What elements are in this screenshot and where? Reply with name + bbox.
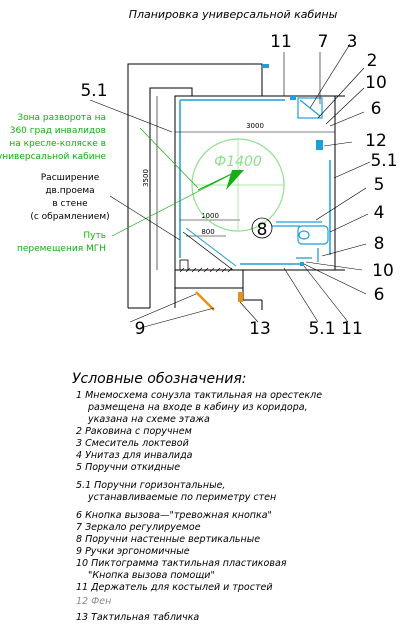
cabin-walls [127, 63, 345, 310]
center-marker [251, 217, 273, 239]
door-note: Расширение дв.проема в стене (с обрамлен… [30, 173, 109, 222]
dim-3500: 3500 [142, 169, 150, 187]
door-note-line: (с обрамлением) [30, 212, 109, 222]
dim-800: 800 [201, 228, 214, 236]
hair-dryer [316, 140, 323, 150]
legend-item: указана на схеме этажа [87, 414, 210, 425]
legend-item: 4 Унитаз для инвалида [76, 450, 193, 461]
turning-zone: Ф1400 [191, 138, 285, 232]
door-leaf [182, 227, 237, 271]
label-5-1-right: 5.1 [370, 151, 397, 171]
vertical-handrail [296, 248, 319, 262]
label-12: 12 [365, 131, 387, 151]
path-note-line: перемещения МГН [17, 244, 106, 254]
legend-item: 8 Поручни настенные вертикальные [76, 534, 260, 545]
label-11-bottom: 11 [341, 319, 363, 339]
label-6-top: 6 [371, 99, 382, 119]
door-jamb [179, 259, 189, 271]
label-7: 7 [318, 32, 329, 52]
horizontal-handrails [179, 99, 331, 265]
circle-diameter-label: Ф1400 [214, 154, 262, 170]
toilet [276, 221, 329, 245]
legend-list: 1 Мнемосхема сонузла тактильная на орест… [76, 390, 322, 623]
legend-item: размещена на входе в кабину из коридора, [87, 402, 308, 413]
zone-note-line: 360 град инвалидов [10, 126, 106, 136]
crutch-holder [290, 96, 296, 100]
label-6-bot: 6 [374, 285, 385, 305]
tactile-sign [238, 292, 243, 302]
dim-3000: 3000 [246, 122, 264, 130]
door-note-line: дв.проема [45, 186, 94, 196]
ergonomic-handles [195, 291, 215, 311]
label-8-right: 8 [374, 234, 385, 254]
label-13: 13 [249, 319, 271, 339]
dim-1000: 1000 [201, 212, 219, 220]
zone-note-line: универсальной кабине [0, 152, 106, 162]
label-10-bot: 10 [372, 261, 394, 281]
legend-item: 3 Смеситель локтевой [76, 438, 189, 449]
width-dimension [174, 128, 336, 136]
path-note-line: Путь [83, 231, 106, 241]
label-10-top: 10 [365, 73, 387, 93]
leader-lines [89, 43, 371, 329]
legend-item: 5.1 Поручни горизонтальные, [76, 480, 225, 491]
legend-item: 11 Держатель для костылей и тростей [76, 582, 273, 593]
legend-item: "Кнопка вызова помощи" [88, 570, 215, 581]
legend-item: 5 Поручни откидные [76, 462, 180, 473]
label-5-1-left: 5.1 [80, 81, 107, 101]
door-leader [109, 195, 181, 241]
legend-item: 1 Мнемосхема сонузла тактильная на орест… [76, 390, 322, 401]
legend-item: 2 Раковина с поручнем [76, 426, 192, 437]
zone-note-line: на кресле-коляске в [9, 139, 106, 149]
label-2: 2 [367, 51, 378, 71]
green-leader-lines [111, 127, 229, 237]
label-4: 4 [374, 203, 385, 223]
label-11-top: 11 [270, 32, 292, 52]
mgn-path-arrow [197, 169, 244, 191]
alarm-button [300, 262, 304, 266]
door-note-line: в стене [52, 199, 88, 209]
door-note-line: Расширение [41, 173, 100, 183]
label-3: 3 [347, 32, 358, 52]
legend-item: 13 Тактильная табличка [76, 612, 199, 623]
drawing-title: Планировка универсальной кабины [129, 8, 338, 21]
path-note: Путь перемещения МГН [17, 231, 106, 254]
legend-item: 9 Ручки эргономичные [76, 546, 190, 557]
legend-item-grey: 12 Фен [76, 596, 111, 607]
legend-item: 7 Зеркало регулируемое [76, 522, 201, 533]
legend-item: устанавливаемые по периметру стен [87, 492, 276, 503]
legend-item: 6 Кнопка вызова—"тревожная кнопка" [76, 510, 272, 521]
label-5-1-bottom: 5.1 [308, 319, 335, 339]
legend-heading: Условные обозначения: [72, 371, 246, 387]
mnemonic-scheme [262, 64, 269, 68]
zone-note-line: Зона разворота на [17, 113, 106, 123]
label-5: 5 [374, 175, 385, 195]
door-dimensions [174, 218, 240, 240]
zone-note: Зона разворота на 360 град инвалидов на … [0, 113, 106, 162]
legend-item: 10 Пиктограмма тактильная пластиковая [76, 558, 287, 569]
label-8-center: 8 [257, 220, 268, 240]
label-9: 9 [135, 319, 146, 339]
